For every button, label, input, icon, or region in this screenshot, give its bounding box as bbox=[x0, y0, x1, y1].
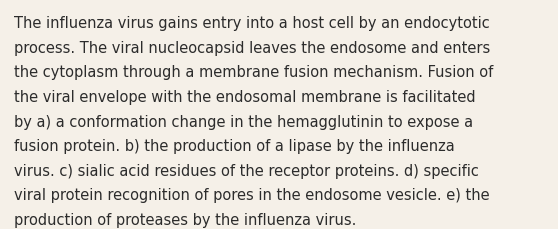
Text: viral protein recognition of pores in the endosome vesicle. e) the: viral protein recognition of pores in th… bbox=[14, 188, 489, 202]
Text: the viral envelope with the endosomal membrane is facilitated: the viral envelope with the endosomal me… bbox=[14, 90, 475, 104]
Text: the cytoplasm through a membrane fusion mechanism. Fusion of: the cytoplasm through a membrane fusion … bbox=[14, 65, 493, 80]
Text: process. The viral nucleocapsid leaves the endosome and enters: process. The viral nucleocapsid leaves t… bbox=[14, 41, 490, 55]
Text: fusion protein. b) the production of a lipase by the influenza: fusion protein. b) the production of a l… bbox=[14, 139, 455, 153]
Text: The influenza virus gains entry into a host cell by an endocytotic: The influenza virus gains entry into a h… bbox=[14, 16, 490, 31]
Text: production of proteases by the influenza virus.: production of proteases by the influenza… bbox=[14, 212, 357, 227]
Text: by a) a conformation change in the hemagglutinin to expose a: by a) a conformation change in the hemag… bbox=[14, 114, 473, 129]
Text: virus. c) sialic acid residues of the receptor proteins. d) specific: virus. c) sialic acid residues of the re… bbox=[14, 163, 479, 178]
